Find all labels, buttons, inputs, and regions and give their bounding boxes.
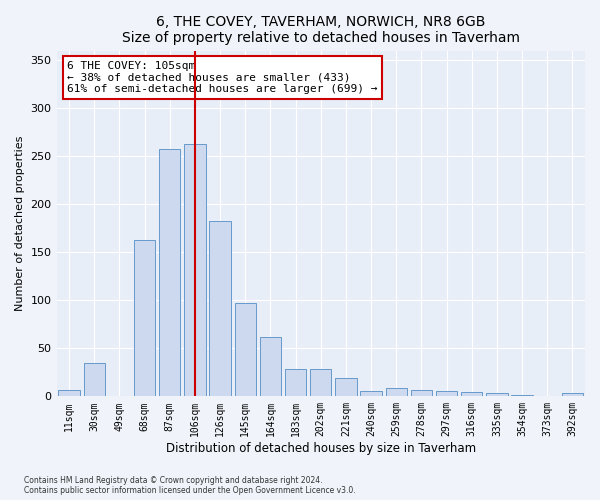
Bar — [209, 220, 231, 396]
Text: 6 THE COVEY: 105sqm
← 38% of detached houses are smaller (433)
61% of semi-detac: 6 THE COVEY: 105sqm ← 38% of detached ho… — [67, 61, 377, 94]
Bar — [486, 394, 508, 396]
Bar — [361, 390, 382, 396]
Y-axis label: Number of detached properties: Number of detached properties — [15, 136, 25, 311]
Bar — [83, 362, 105, 396]
Bar — [285, 370, 307, 396]
Bar — [310, 370, 331, 396]
Bar — [562, 394, 583, 396]
Bar — [436, 390, 457, 396]
Bar — [235, 303, 256, 396]
Bar — [386, 388, 407, 396]
Title: 6, THE COVEY, TAVERHAM, NORWICH, NR8 6GB
Size of property relative to detached h: 6, THE COVEY, TAVERHAM, NORWICH, NR8 6GB… — [122, 15, 520, 45]
Bar — [184, 144, 206, 396]
Bar — [159, 148, 181, 396]
Bar — [461, 392, 482, 396]
Bar — [58, 390, 80, 396]
Text: Contains HM Land Registry data © Crown copyright and database right 2024.
Contai: Contains HM Land Registry data © Crown c… — [24, 476, 356, 495]
Bar — [411, 390, 432, 396]
X-axis label: Distribution of detached houses by size in Taverham: Distribution of detached houses by size … — [166, 442, 476, 455]
Bar — [134, 240, 155, 396]
Bar — [260, 337, 281, 396]
Bar — [335, 378, 356, 396]
